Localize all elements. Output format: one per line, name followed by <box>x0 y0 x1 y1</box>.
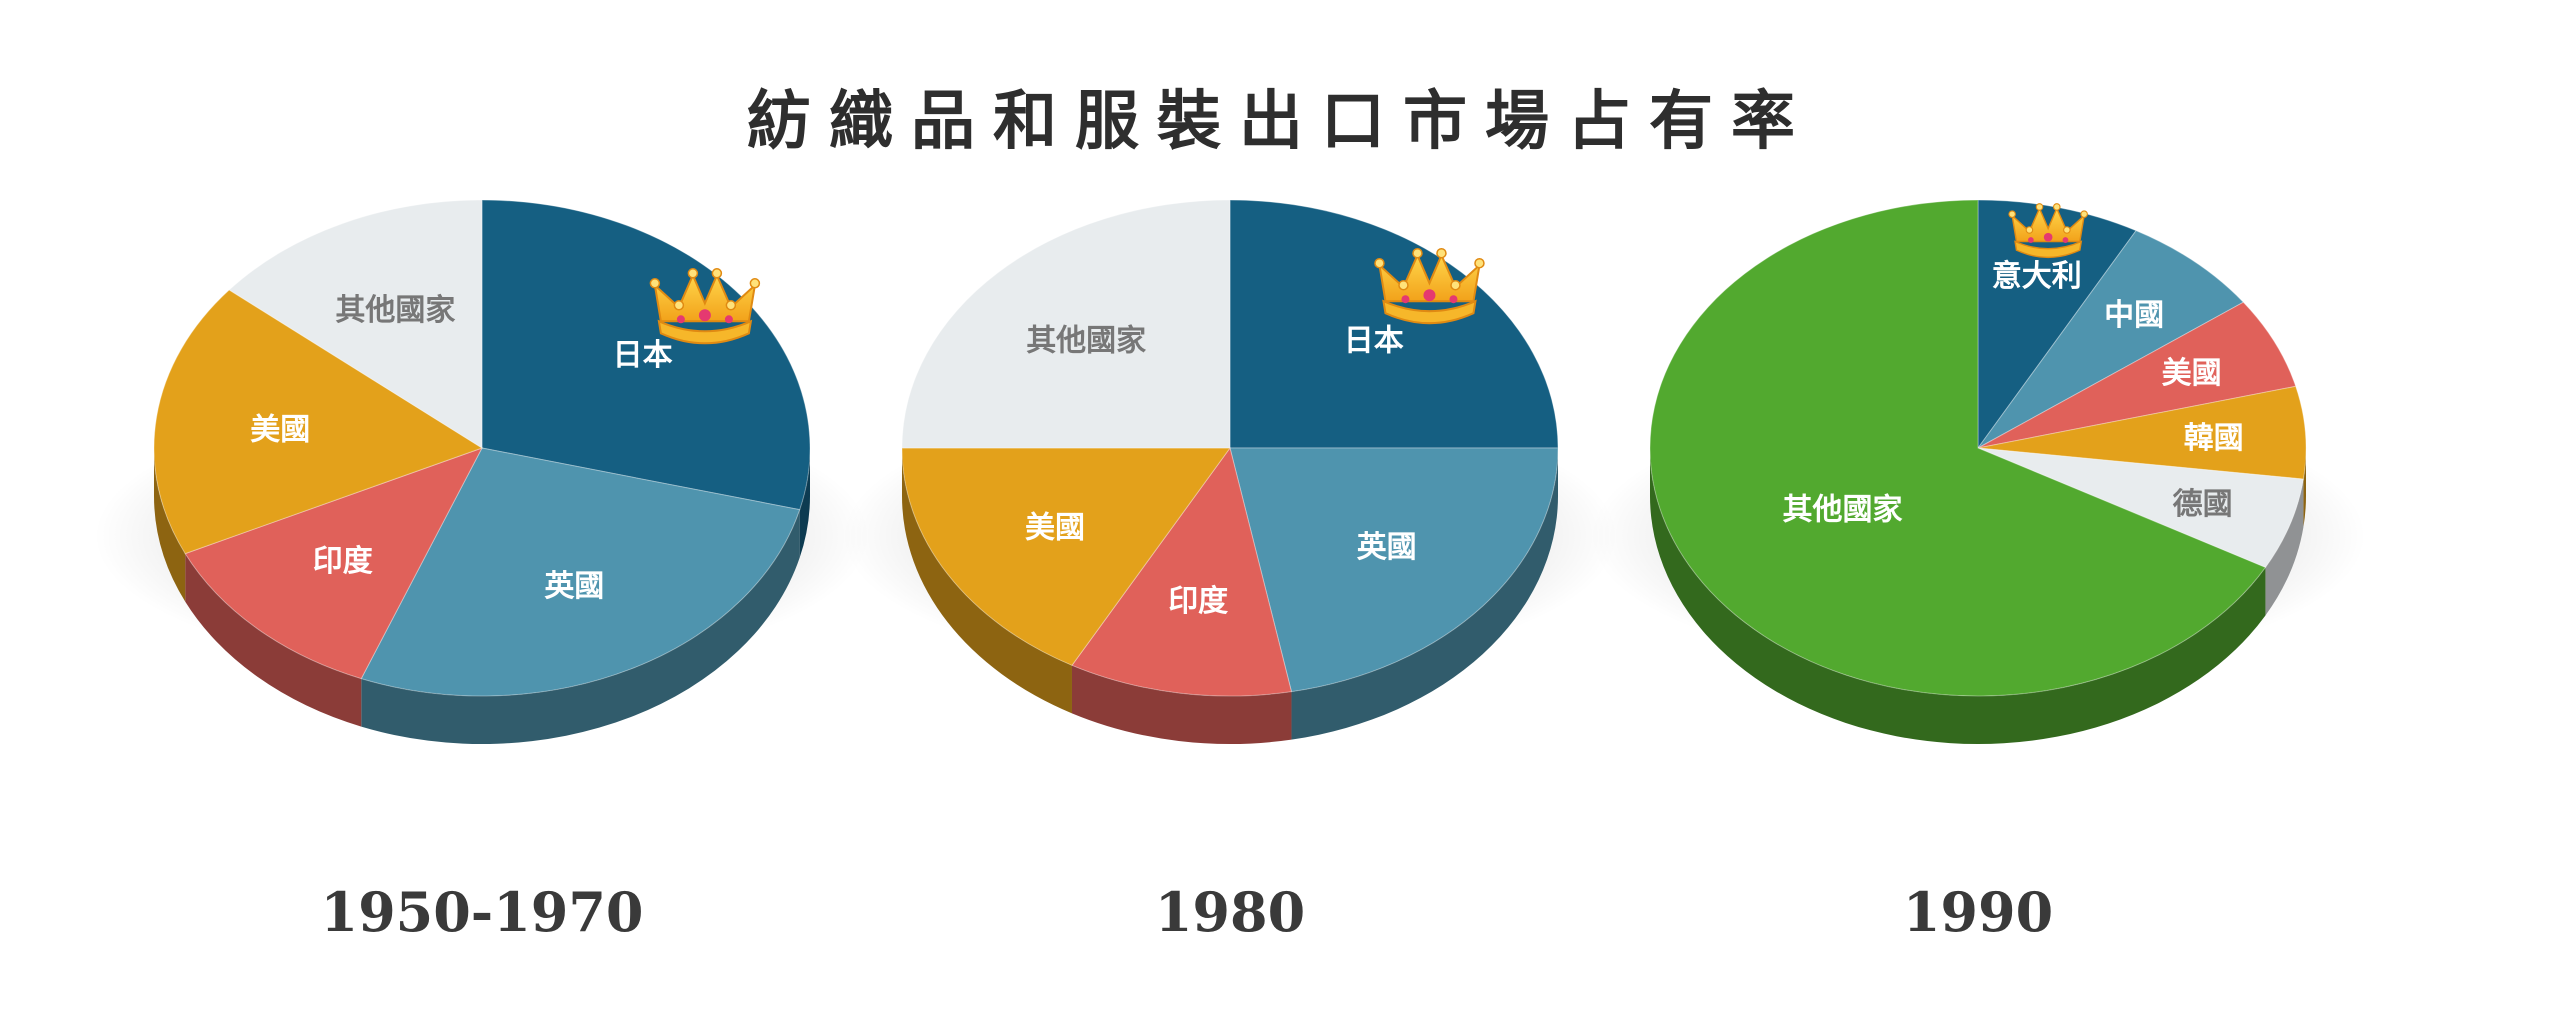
pie-slice-slice-0 <box>481 199 811 511</box>
pie-side-slice-3 <box>902 448 1072 714</box>
pie-slice-slice-4 <box>1977 447 2304 569</box>
pie-side-slice-5 <box>1650 448 2266 745</box>
slice-label-slice-4: 德國 <box>2173 487 2233 522</box>
pie-slice-slice-0 <box>1229 199 1559 449</box>
pie-slice-slice-3 <box>153 289 484 555</box>
pie-slices <box>153 199 811 697</box>
pie-slice-slice-3 <box>901 447 1231 666</box>
slice-label-slice-1: 英國 <box>1357 530 1417 565</box>
pie-slices <box>901 199 1559 697</box>
crown-icon <box>2008 203 2088 258</box>
slice-label-slice-3: 美國 <box>1025 510 1085 545</box>
pie-side-slice-1 <box>1291 448 1558 740</box>
pie-slice-slice-2 <box>1071 446 1293 697</box>
pie-side-slice-2 <box>1071 665 1292 745</box>
pie-slice-slice-4 <box>228 199 483 449</box>
pie-slices <box>1649 199 2307 697</box>
pie-slice-slice-3 <box>1977 385 2307 480</box>
slice-label-slice-0: 日本 <box>613 338 673 373</box>
slice-label-slice-1: 中國 <box>2104 298 2164 333</box>
slice-label-slice-0: 日本 <box>1344 323 1404 358</box>
pie-side-slice-1 <box>361 509 800 744</box>
slice-label-slice-5: 其他國家 <box>1782 493 1902 528</box>
pie-sides <box>1650 448 2306 745</box>
slice-label-slice-1: 英國 <box>544 569 604 604</box>
slice-label-slice-2: 印度 <box>313 544 373 579</box>
slice-label-slice-3: 韓國 <box>2184 421 2244 456</box>
slice-label-slice-3: 美國 <box>250 413 310 448</box>
pie-side-slice-0 <box>799 448 810 558</box>
pie-side-slice-4 <box>2265 479 2304 616</box>
pie-side-slice-2 <box>185 553 362 727</box>
pie-slice-slice-1 <box>1229 447 1559 693</box>
pie-sides <box>902 448 1558 745</box>
pie-slice-slice-1 <box>360 447 801 697</box>
slice-label-slice-4: 其他國家 <box>335 293 455 328</box>
pie-slice-slice-4 <box>901 199 1231 449</box>
pie-side-slice-3 <box>2303 448 2306 528</box>
pie-slice-slice-2 <box>1977 301 2297 449</box>
year-label-1950-1970: 1950-1970 <box>320 880 644 944</box>
slice-label-slice-4: 其他國家 <box>1026 323 1146 358</box>
slice-label-slice-0: 意大利 <box>1992 259 2082 294</box>
slice-label-slice-2: 美國 <box>2162 356 2222 391</box>
pie-sides <box>154 448 810 744</box>
year-label-1980: 1980 <box>1154 880 1306 944</box>
crown-icon <box>1374 247 1485 325</box>
slice-label-slice-2: 印度 <box>1168 584 1228 619</box>
year-label-1990: 1990 <box>1902 880 2054 944</box>
pie-slice-slice-2 <box>184 447 484 680</box>
pie-side-slice-3 <box>154 448 186 602</box>
crown-icon <box>649 268 761 345</box>
chart-title: 紡織品和服裝出口市場占有率 <box>747 84 1813 159</box>
pie-slice-slice-5 <box>1649 199 2267 697</box>
pie-slice-slice-1 <box>1977 230 2245 449</box>
